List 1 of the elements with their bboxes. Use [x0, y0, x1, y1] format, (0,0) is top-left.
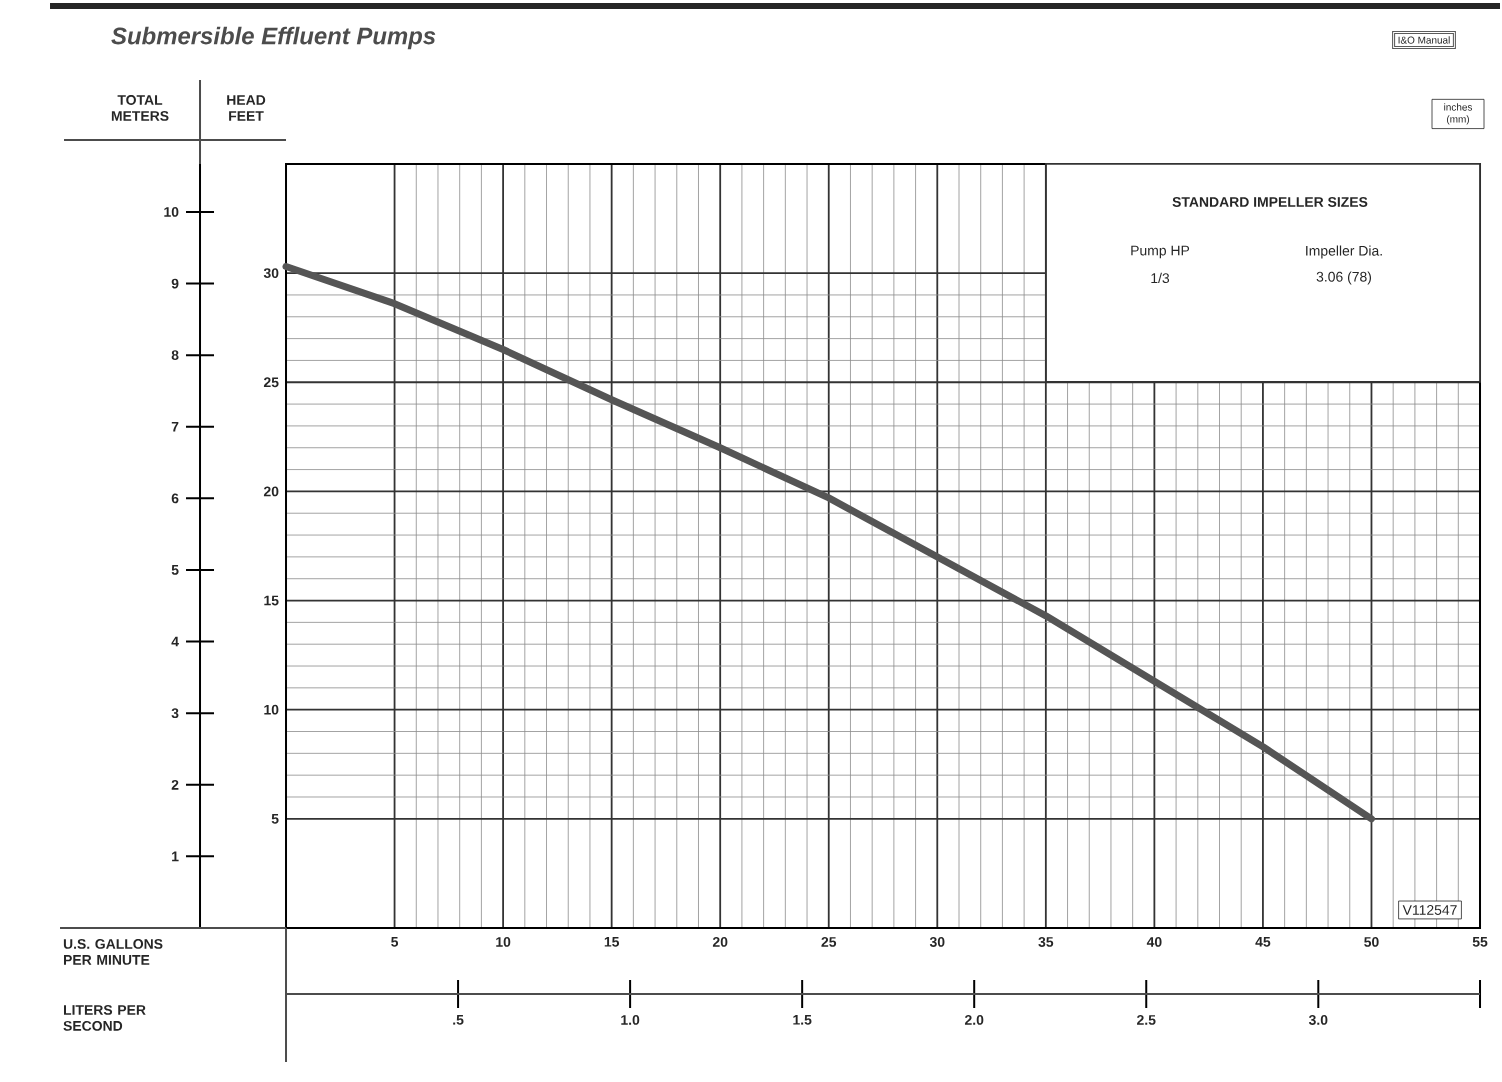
chart-title: Submersible Effluent Pumps [111, 26, 436, 50]
